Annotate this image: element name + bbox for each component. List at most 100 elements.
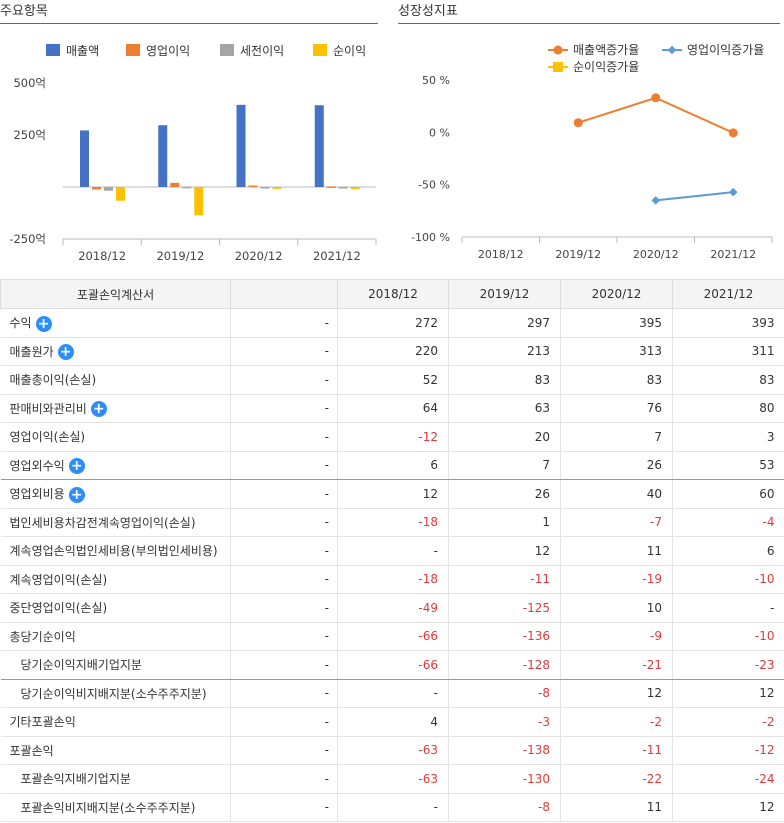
- row-label-cell: 매출총이익(손실): [0, 365, 231, 395]
- value-cell: -10: [672, 565, 784, 594]
- table-row: 포괄손익지배기업지분 - -63 -130 -22 -24: [0, 764, 784, 794]
- legend-swatch: [46, 44, 60, 56]
- table-row: 총당기순이익 - -66 -136 -9 -10: [0, 622, 784, 651]
- row-dash-cell: -: [230, 308, 338, 338]
- row-label-cell: 당기순이익지배기업지분: [0, 650, 231, 680]
- value-cell: 12: [672, 793, 784, 822]
- value-cell: -19: [560, 565, 673, 594]
- value-cell: -: [337, 679, 449, 708]
- expand-plus-icon[interactable]: +: [90, 401, 107, 417]
- row-label: 영업외수익: [9, 458, 65, 473]
- value-cell: -10: [672, 622, 784, 651]
- header-cell: 포괄손익계산서: [0, 279, 231, 309]
- value-cell: 7: [560, 422, 673, 452]
- expand-plus-icon[interactable]: +: [35, 315, 52, 332]
- income-statement-table: 포괄손익계산서 2018/12 2019/12 2020/12 2021/12 …: [0, 279, 784, 822]
- value-cell: -11: [560, 736, 673, 765]
- legend-label: 순이익: [333, 44, 366, 58]
- value-cell: -: [672, 593, 784, 623]
- row-dash-cell: -: [230, 736, 338, 765]
- row-dash-cell: -: [230, 764, 338, 794]
- table-row: 판매비와관리비 + -64 63 76 80: [0, 394, 784, 423]
- right-panel-title: 성장성지표: [398, 0, 780, 24]
- value-cell: 11: [560, 536, 673, 566]
- row-label: 영업외비용: [9, 487, 65, 501]
- row-label: 판매비와관리비: [9, 401, 87, 416]
- row-dash-cell: -: [230, 622, 338, 651]
- value-cell: -2: [560, 707, 673, 737]
- row-dash-cell: -: [230, 565, 338, 594]
- value-cell: 83: [560, 365, 673, 395]
- row-label-cell: 판매비와관리비 +: [0, 394, 231, 423]
- row-dash-cell: -: [230, 422, 338, 452]
- row-dash-cell: -: [230, 593, 338, 623]
- header-cell: 2020/12: [560, 279, 673, 309]
- row-dash-cell: -: [230, 394, 338, 423]
- row-label-cell: 영업외비용 +: [0, 479, 231, 509]
- row-dash-cell: -: [230, 451, 338, 480]
- legend-label: 매출액: [66, 44, 99, 58]
- value-cell: -125: [448, 593, 561, 623]
- expand-plus-icon[interactable]: +: [68, 458, 85, 474]
- value-cell: 311: [672, 337, 784, 366]
- value-cell: 76: [560, 394, 673, 423]
- value-cell: -18: [337, 508, 449, 537]
- header-cell: [230, 279, 338, 309]
- row-dash-cell: -: [230, 650, 338, 680]
- bar-매출액: [80, 130, 89, 187]
- table-row: 포괄손익비지배지분(소수주주지분) - - -8 11 12: [0, 793, 784, 822]
- bar-세전이익: [104, 187, 113, 191]
- legend-swatch: [220, 44, 234, 56]
- value-cell: -18: [337, 565, 449, 594]
- series-line-매출액증가율: [577, 96, 734, 134]
- row-label: 법인세비용차감전계속영업이익(손실): [9, 515, 196, 530]
- data-point-영업이익증가율: [651, 196, 660, 205]
- table-row: 중단영업이익(손실) - -49 -125 10-: [0, 593, 784, 623]
- y-tick-label: 50 %: [422, 74, 450, 87]
- value-cell: 12: [672, 679, 784, 708]
- row-label-cell: 중단영업이익(손실): [0, 593, 231, 623]
- legend-marker: [553, 45, 563, 55]
- y-tick-label: 0 %: [429, 126, 450, 139]
- value-cell: 12: [448, 536, 561, 566]
- value-cell: 52: [337, 365, 449, 395]
- value-cell: 83: [672, 365, 784, 395]
- row-dash-cell: -: [230, 793, 338, 822]
- value-cell: 213: [448, 337, 561, 366]
- value-cell: -63: [337, 764, 449, 794]
- data-point-매출액증가율: [573, 118, 583, 128]
- value-cell: -23: [672, 650, 784, 680]
- value-cell: 313: [560, 337, 673, 366]
- table-row: 영업외비용 + -12 26 40 60: [0, 479, 784, 509]
- row-label-cell: 계속영업이익(손실): [0, 565, 231, 594]
- legend-label: 순이익증가율: [573, 60, 639, 74]
- value-cell: 20: [448, 422, 561, 452]
- value-cell: 4: [337, 707, 449, 737]
- x-tick-label: 2018/12: [478, 248, 524, 261]
- value-cell: -138: [448, 736, 561, 765]
- expand-plus-icon[interactable]: +: [68, 486, 85, 503]
- row-dash-cell: -: [230, 536, 338, 566]
- y-tick-label: -250억: [9, 232, 46, 246]
- bar-영업이익: [248, 185, 258, 188]
- row-label: 당기순이익지배기업지분: [20, 658, 142, 673]
- value-cell: -49: [337, 593, 449, 623]
- row-label-cell: 총당기순이익: [0, 622, 231, 651]
- data-point-매출액증가율: [728, 128, 738, 138]
- row-label: 총당기순이익: [9, 629, 76, 644]
- expand-plus-icon[interactable]: +: [57, 344, 74, 360]
- value-cell: 83: [448, 365, 561, 395]
- table-row: 매출원가 + -220 213 313 311: [0, 337, 784, 366]
- value-cell: -: [337, 536, 449, 566]
- row-label: 포괄손익비지배지분(소수주주지분): [20, 800, 196, 815]
- x-tick-label: 2020/12: [235, 249, 283, 263]
- row-label-cell: 포괄손익지배기업지분: [0, 764, 231, 794]
- legend-marker: [553, 62, 563, 72]
- value-cell: -8: [448, 793, 561, 822]
- x-tick-label: 2020/12: [633, 248, 679, 261]
- value-cell: -11: [448, 565, 561, 594]
- row-dash-cell: -: [230, 508, 338, 537]
- header-cell: 2021/12: [672, 279, 784, 309]
- row-dash-cell: -: [230, 479, 338, 509]
